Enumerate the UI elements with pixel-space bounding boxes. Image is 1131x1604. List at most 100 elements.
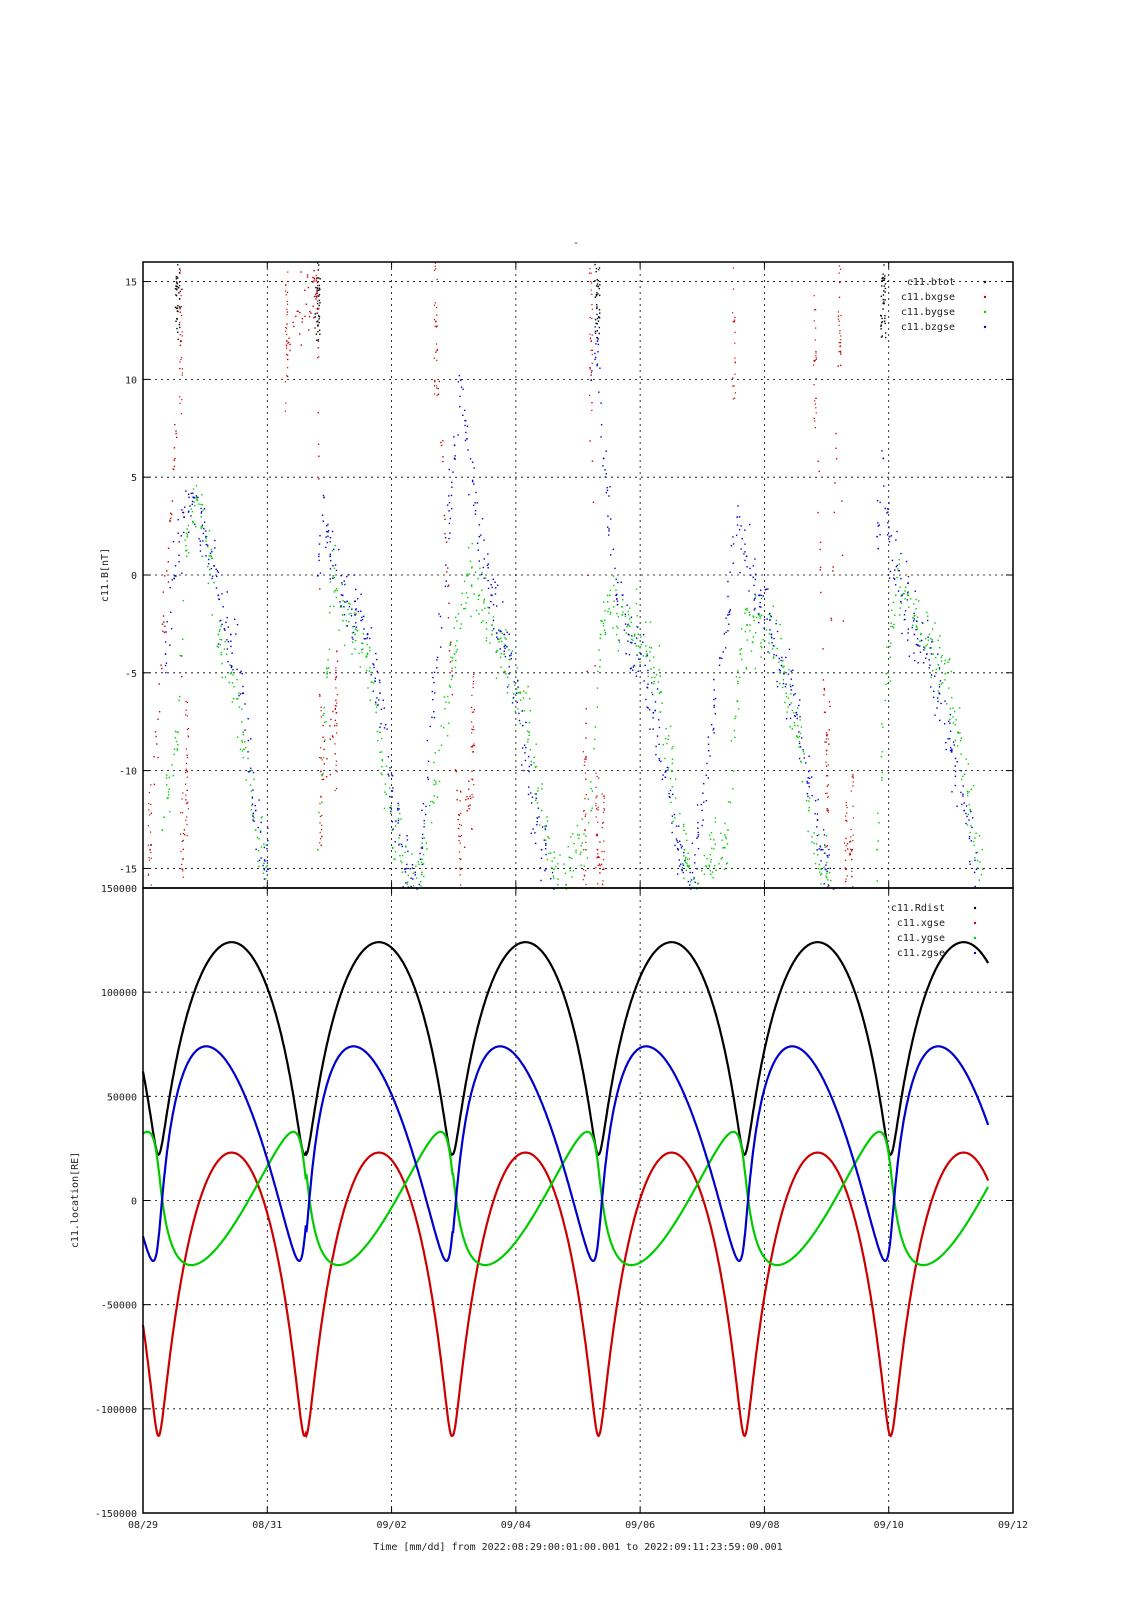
data-point [897, 568, 899, 570]
data-point [800, 726, 803, 728]
data-point [899, 607, 901, 609]
data-point [894, 594, 897, 597]
data-point [780, 637, 782, 640]
data-point [959, 732, 961, 734]
data-point [392, 828, 394, 830]
data-point [503, 650, 505, 652]
data-point [950, 670, 952, 673]
data-point [525, 721, 527, 724]
data-point [262, 864, 264, 867]
data-point [671, 831, 673, 834]
data-point [176, 749, 179, 752]
y-tick-label: 0 [131, 1197, 137, 1208]
data-point [322, 520, 324, 522]
data-point [459, 867, 461, 869]
data-point [597, 351, 599, 353]
data-point [327, 535, 329, 537]
data-point [828, 854, 830, 856]
data-point [596, 833, 598, 836]
data-point [165, 774, 168, 776]
data-point [179, 268, 181, 270]
data-point [596, 278, 598, 281]
data-point [627, 623, 629, 625]
data-point [594, 352, 596, 355]
data-point [632, 669, 634, 671]
data-point [908, 655, 911, 657]
data-point [585, 841, 587, 843]
data-point [598, 863, 601, 865]
data-point [150, 884, 152, 886]
data-point [202, 532, 205, 535]
data-point [169, 586, 171, 589]
data-point [321, 836, 323, 838]
x-tick-label: 09/04 [501, 1520, 531, 1531]
data-point [970, 840, 973, 842]
data-point [921, 621, 923, 624]
data-point [816, 826, 818, 828]
data-point [352, 638, 354, 640]
data-point [726, 862, 728, 864]
data-point [616, 598, 618, 600]
data-point [317, 264, 320, 266]
data-point [260, 821, 262, 824]
data-point [908, 606, 910, 608]
data-point [527, 741, 529, 743]
data-point [249, 770, 251, 773]
data-point [230, 640, 232, 642]
data-point [181, 335, 183, 337]
data-point [822, 829, 825, 831]
data-point [830, 879, 832, 882]
data-point [840, 314, 842, 317]
data-point [630, 667, 632, 669]
data-point [649, 659, 651, 662]
data-point [505, 629, 507, 631]
data-point [713, 706, 715, 708]
data-point [785, 656, 787, 659]
data-point [175, 278, 178, 280]
legend-label: c11.zgse [897, 948, 945, 959]
data-point [449, 661, 452, 663]
data-point [924, 647, 926, 649]
data-point [850, 790, 852, 792]
data-point [434, 380, 436, 382]
data-point [213, 582, 215, 584]
data-point [251, 803, 254, 805]
data-point [727, 630, 729, 632]
data-point [532, 828, 534, 830]
data-point [334, 707, 336, 710]
data-point [944, 700, 946, 702]
data-point [770, 633, 773, 636]
data-point [544, 848, 547, 850]
data-point [174, 288, 177, 290]
data-point [472, 504, 475, 507]
data-point [596, 313, 598, 316]
data-point [602, 622, 605, 624]
data-point [893, 578, 896, 580]
data-point [216, 575, 218, 578]
data-point [473, 783, 475, 786]
data-point [179, 308, 181, 310]
data-point [315, 296, 318, 298]
data-point [569, 866, 572, 869]
data-point [893, 623, 895, 626]
data-point [544, 828, 547, 831]
data-point [365, 656, 367, 658]
data-point [448, 495, 450, 497]
legend-label: c11.btot [907, 277, 955, 288]
data-point [517, 679, 519, 682]
data-point [658, 692, 661, 694]
data-point [447, 722, 450, 724]
data-point [510, 652, 513, 654]
data-point [334, 589, 337, 592]
data-point [703, 854, 706, 857]
data-point [169, 644, 171, 646]
data-point [765, 629, 768, 631]
data-point [824, 868, 827, 870]
data-point [416, 888, 419, 890]
data-point [912, 624, 914, 626]
legend-marker [973, 936, 977, 940]
data-point [367, 687, 369, 689]
data-point [523, 710, 526, 712]
data-point [433, 783, 435, 786]
data-point [309, 310, 311, 313]
